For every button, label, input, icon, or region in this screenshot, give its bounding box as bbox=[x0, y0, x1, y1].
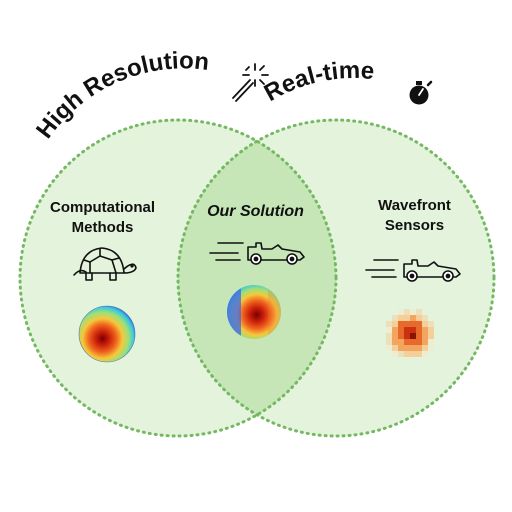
region-label-computational-methods: Computational Methods bbox=[50, 199, 155, 236]
turtle-icon bbox=[73, 247, 137, 281]
wavefront-disc-computational bbox=[78, 305, 136, 363]
region-label-wavefront-sensors: Wavefront Sensors bbox=[378, 197, 451, 234]
magic-wand-sparkle-icon bbox=[232, 63, 269, 102]
wavefront-disc-solution bbox=[227, 285, 281, 339]
region-label-our-solution: Our Solution bbox=[207, 203, 304, 220]
wavefront-pixel-grid-sensors bbox=[386, 309, 434, 357]
arc-title-right: Real-time bbox=[260, 57, 376, 107]
race-car-icon bbox=[209, 242, 305, 265]
overlap-region bbox=[178, 120, 336, 436]
race-car-icon bbox=[365, 259, 461, 282]
stopwatch-icon bbox=[409, 80, 433, 105]
right-circle-outline bbox=[176, 118, 496, 438]
left-circle-outline bbox=[18, 118, 338, 438]
